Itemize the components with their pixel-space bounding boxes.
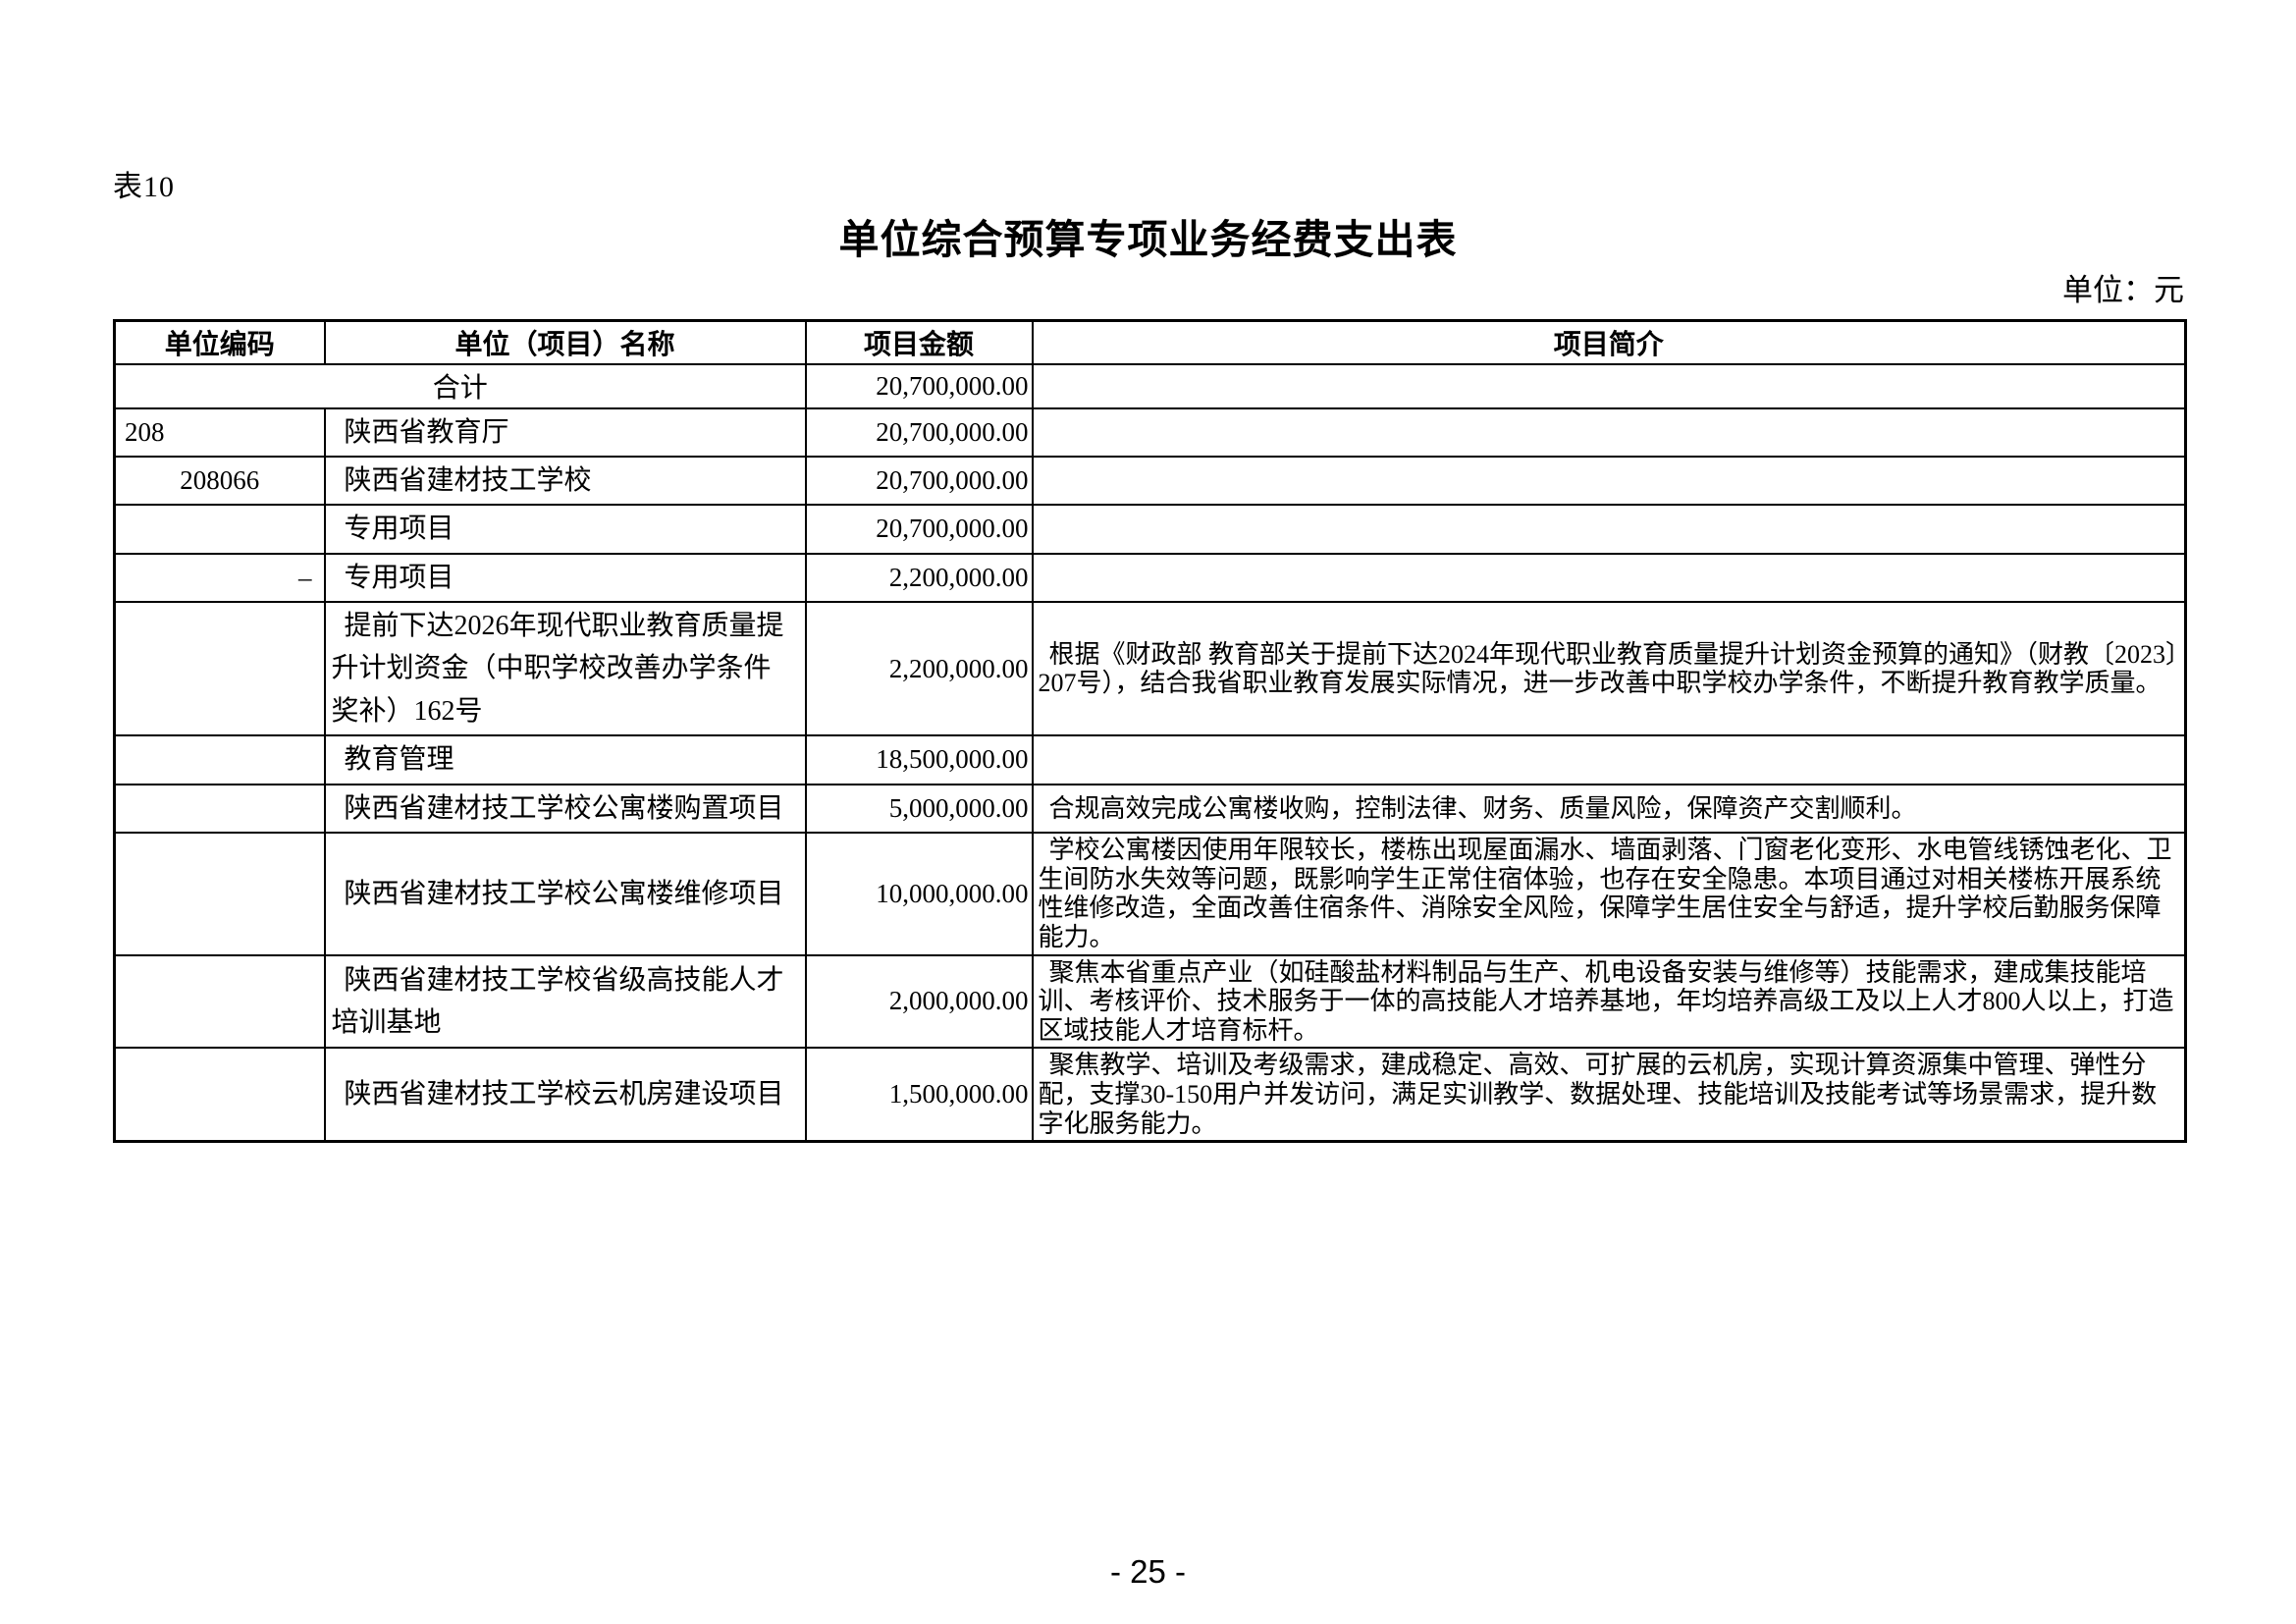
table-row: 陕西省建材技工学校云机房建设项目 1,500,000.00 聚焦教学、培训及考级需求…	[113, 1047, 2187, 1143]
cell-description: 聚焦教学、培训及考级需求，建成稳定、高效、可扩展的云机房，实现计算资源集中管理、…	[1031, 1047, 2187, 1143]
table-row: 提前下达2026年现代职业教育质量提升计划资金（中职学校改善办学条件奖补）162…	[113, 601, 2187, 737]
header-unit-name: 单位（项目）名称	[323, 319, 807, 365]
cell-unit-name: 教育管理	[323, 734, 807, 785]
cell-unit-code	[113, 953, 326, 1050]
cell-amount: 18,500,000.00	[804, 734, 1034, 785]
cell-description	[1031, 734, 2187, 785]
cell-description: 学校公寓楼因使用年限较长，楼栋出现屋面漏水、墙面剥落、门窗老化变形、水电管线锈蚀…	[1031, 832, 2187, 956]
cell-unit-code: 208066	[113, 455, 326, 507]
table-body: 合计 20,700,000.00 208 陕西省教育厅 20,700,000.00 208…	[113, 362, 2187, 1143]
header-amount: 项目金额	[804, 319, 1034, 365]
table-row: 陕西省建材技工学校省级高技能人才培训基地 2,000,000.00 聚焦本省重点产业…	[113, 953, 2187, 1050]
cell-unit-code	[113, 783, 326, 835]
cell-amount: 10,000,000.00	[804, 832, 1034, 956]
cell-amount: 2,200,000.00	[804, 552, 1034, 604]
cell-unit-name: 陕西省建材技工学校公寓楼维修项目	[323, 832, 807, 956]
table-header: 单位编码 单位（项目）名称 项目金额 项目简介	[113, 319, 2187, 365]
cell-unit-name: 专用项目	[323, 552, 807, 604]
cell-description: 聚焦本省重点产业（如硅酸盐材料制品与生产、机电设备安装与维修等）技能需求，建成集…	[1031, 953, 2187, 1050]
cell-unit-code: 208	[113, 406, 326, 458]
cell-description: 根据《财政部 教育部关于提前下达2024年现代职业教育质量提升计划资金预算的通知…	[1031, 601, 2187, 737]
cell-description	[1031, 504, 2187, 555]
header-description: 项目简介	[1031, 319, 2187, 365]
header-row: 单位编码 单位（项目）名称 项目金额 项目简介	[113, 319, 2187, 365]
cell-amount: 20,700,000.00	[804, 455, 1034, 507]
table-row: 专用项目 20,700,000.00	[113, 504, 2187, 555]
table-row: – 专用项目 2,200,000.00	[113, 552, 2187, 604]
table-row: 陕西省建材技工学校公寓楼维修项目 10,000,000.00 学校公寓楼因使用年限较…	[113, 832, 2187, 956]
cell-unit-code	[113, 1047, 326, 1143]
cell-amount: 20,700,000.00	[804, 362, 1034, 409]
currency-unit-note: 单位：元	[2062, 273, 2184, 307]
cell-amount: 2,000,000.00	[804, 953, 1034, 1050]
cell-total-label: 合计	[113, 362, 807, 409]
cell-unit-name: 陕西省建材技工学校	[323, 455, 807, 507]
table-number-label: 表10	[113, 171, 175, 203]
cell-amount: 1,500,000.00	[804, 1047, 1034, 1143]
cell-description	[1031, 455, 2187, 507]
table-row: 208066 陕西省建材技工学校 20,700,000.00	[113, 455, 2187, 507]
page-number: - 25 -	[1109, 1553, 1187, 1590]
cell-unit-name: 陕西省建材技工学校公寓楼购置项目	[323, 783, 807, 835]
cell-amount: 20,700,000.00	[804, 406, 1034, 458]
table-row: 合计 20,700,000.00	[113, 362, 2187, 409]
cell-unit-name: 提前下达2026年现代职业教育质量提升计划资金（中职学校改善办学条件奖补）162…	[323, 601, 807, 737]
table-row: 教育管理 18,500,000.00	[113, 734, 2187, 785]
cell-description	[1031, 362, 2187, 409]
page-title: 单位综合预算专项业务经费支出表	[838, 217, 1458, 262]
header-unit-code: 单位编码	[113, 319, 326, 365]
table-row: 208 陕西省教育厅 20,700,000.00	[113, 406, 2187, 458]
cell-description	[1031, 552, 2187, 604]
cell-unit-name: 陕西省教育厅	[323, 406, 807, 458]
cell-description: 合规高效完成公寓楼收购，控制法律、财务、质量风险，保障资产交割顺利。	[1031, 783, 2187, 835]
cell-amount: 5,000,000.00	[804, 783, 1034, 835]
cell-unit-code	[113, 504, 326, 555]
cell-amount: 20,700,000.00	[804, 504, 1034, 555]
cell-unit-name: 陕西省建材技工学校省级高技能人才培训基地	[323, 953, 807, 1050]
cell-unit-code	[113, 601, 326, 737]
cell-unit-code	[113, 832, 326, 956]
cell-unit-code: –	[113, 552, 326, 604]
cell-amount: 2,200,000.00	[804, 601, 1034, 737]
cell-unit-name: 陕西省建材技工学校云机房建设项目	[323, 1047, 807, 1143]
table-row: 陕西省建材技工学校公寓楼购置项目 5,000,000.00 合规高效完成公寓楼收购，…	[113, 783, 2187, 835]
cell-unit-name: 专用项目	[323, 504, 807, 555]
budget-expense-table: 单位编码 单位（项目）名称 项目金额 项目简介 合计 20,700,000.00 2…	[113, 319, 2187, 1144]
cell-unit-code	[113, 734, 326, 785]
cell-description	[1031, 406, 2187, 458]
